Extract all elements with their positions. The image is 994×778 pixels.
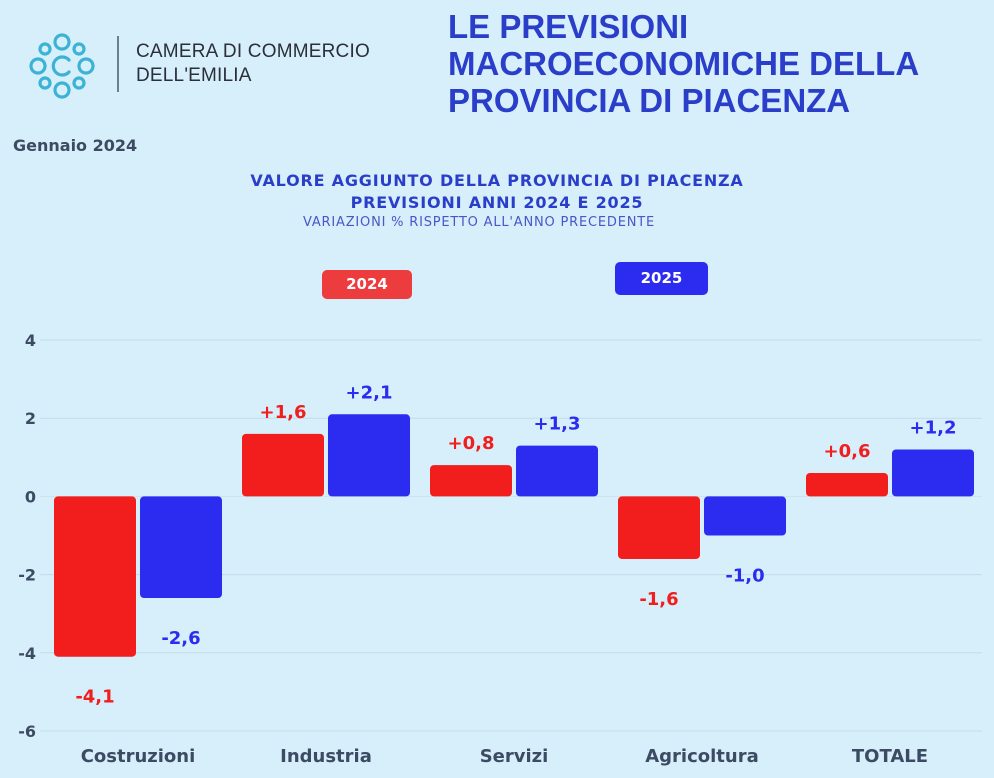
data-label: -1,0 [725, 566, 764, 587]
y-tick-label: 2 [25, 409, 36, 428]
headline-line-3: PROVINCIA DI PIACENZA [448, 82, 851, 119]
organization-name: CAMERA DI COMMERCIO DELL'EMILIA [136, 40, 370, 88]
x-tick-label: Agricoltura [645, 746, 759, 767]
bar-2024-costruzioni [54, 496, 136, 657]
bar-2025-totale [892, 449, 974, 497]
x-tick-label: Industria [280, 746, 372, 767]
x-tick-label: TOTALE [852, 746, 928, 767]
camera-commercio-logo-icon [29, 33, 95, 99]
data-label: -4,1 [75, 687, 114, 708]
headline-line-1: LE PREVISIONI [448, 8, 689, 45]
org-line-2: DELL'EMILIA [136, 65, 252, 86]
x-tick-label: Costruzioni [81, 746, 196, 767]
chart-title-block: VALORE AGGIUNTO DELLA PROVINCIA DI PIACE… [0, 170, 994, 232]
y-tick-label: 0 [25, 487, 36, 506]
bar-2025-servizi [516, 445, 598, 497]
bar-2024-agricoltura [618, 496, 700, 559]
data-label: +0,8 [448, 433, 495, 454]
bar-2025-costruzioni [140, 496, 222, 599]
legend-2025-badge: 2025 [615, 262, 708, 295]
bar-2024-servizi [430, 465, 512, 497]
data-label: +1,2 [910, 417, 957, 438]
data-label: +1,6 [260, 402, 307, 423]
chart-subtitle: VARIAZIONI % RISPETTO ALL'ANNO PRECEDENT… [303, 215, 655, 230]
chart-title-line-2: PREVISIONI ANNI 2024 E 2025 [350, 193, 644, 212]
y-tick-label: 4 [25, 331, 36, 350]
data-label: -1,6 [639, 589, 678, 610]
legend-2024-badge: 2024 [322, 270, 412, 299]
bar-2025-agricoltura [704, 496, 786, 536]
bar-2025-industria [328, 414, 410, 497]
data-label: +1,3 [534, 414, 581, 435]
bar-2024-totale [806, 472, 888, 497]
page-headline: LE PREVISIONI MACROECONOMICHE DELLA PROV… [448, 8, 919, 119]
logo-divider [117, 36, 119, 92]
data-label: -2,6 [161, 628, 200, 649]
bar-2024-industria [242, 433, 324, 497]
org-line-1: CAMERA DI COMMERCIO [136, 41, 370, 62]
x-tick-label: Servizi [480, 746, 549, 767]
y-tick-label: -2 [18, 566, 36, 585]
publication-date: Gennaio 2024 [13, 136, 138, 155]
y-tick-label: -6 [18, 722, 36, 741]
data-label: +2,1 [346, 382, 393, 403]
y-tick-label: -4 [18, 644, 36, 663]
headline-line-2: MACROECONOMICHE DELLA [448, 45, 920, 82]
chart-title: VALORE AGGIUNTO DELLA PROVINCIA DI PIACE… [250, 171, 744, 190]
data-label: +0,6 [824, 441, 871, 462]
